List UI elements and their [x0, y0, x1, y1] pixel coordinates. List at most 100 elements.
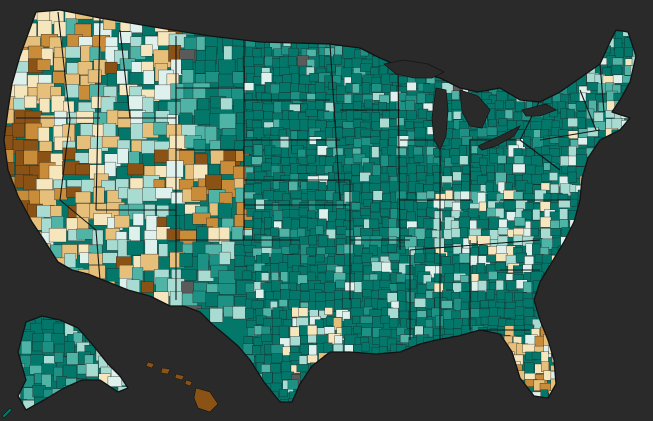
county-cell — [4, 33, 14, 45]
county-cell — [597, 255, 609, 266]
county-cell — [577, 290, 586, 301]
county-cell — [558, 391, 570, 402]
county-cell — [596, 265, 605, 275]
county-cell — [478, 245, 488, 255]
county-cell — [416, 345, 425, 357]
county-cell — [523, 81, 531, 94]
county-cell — [99, 316, 112, 324]
county-cell — [4, 46, 17, 62]
county-cell — [515, 46, 525, 59]
county-cell — [558, 199, 571, 208]
county-cell — [507, 41, 519, 50]
county-cell — [377, 28, 387, 42]
county-cell — [612, 397, 621, 402]
county-cell — [308, 388, 322, 398]
county-cell — [127, 188, 143, 206]
county-cell — [235, 10, 249, 21]
county-cell — [36, 292, 55, 311]
county-cell — [353, 326, 362, 335]
county-cell — [99, 409, 112, 410]
county-cell — [254, 407, 264, 418]
county-cell — [360, 315, 373, 324]
county-cell — [369, 218, 380, 229]
county-cell — [370, 202, 380, 213]
county-cell — [486, 398, 498, 402]
county-cell — [620, 289, 633, 300]
county-cell — [588, 174, 602, 187]
county-cell — [576, 307, 587, 318]
county-cell — [479, 157, 488, 167]
county-cell — [191, 186, 207, 201]
county-cell — [630, 256, 636, 269]
county-cell — [615, 200, 625, 210]
county-cell — [496, 65, 506, 78]
county-cell — [323, 355, 334, 366]
county-cell — [423, 39, 433, 49]
county-cell — [405, 31, 416, 45]
county-cell — [77, 293, 96, 309]
county-cell — [120, 342, 128, 353]
county-cell — [353, 217, 366, 226]
county-cell — [23, 174, 38, 191]
county-cell — [514, 57, 526, 70]
county-cell — [566, 235, 576, 245]
county-cell — [289, 29, 298, 40]
county-cell — [569, 66, 578, 79]
county-cell — [623, 147, 636, 161]
county-cell — [606, 361, 617, 371]
county-cell — [396, 400, 410, 402]
county-cell — [588, 410, 600, 419]
county-cell — [86, 319, 98, 333]
county-cell — [127, 163, 144, 176]
county-cell — [517, 41, 528, 54]
county-cell — [52, 400, 63, 410]
county-cell — [606, 410, 616, 418]
county-cell — [298, 389, 310, 402]
county-cell — [614, 364, 625, 375]
county-cell — [197, 10, 217, 17]
county-cell — [417, 397, 425, 402]
county-cell — [425, 353, 434, 363]
county-cell — [534, 409, 542, 418]
county-cell — [23, 150, 39, 165]
county-cell — [522, 391, 531, 400]
county-cell — [631, 74, 636, 87]
county-cell — [631, 318, 636, 328]
county-cell — [479, 372, 493, 383]
county-cell — [270, 227, 279, 237]
county-cell — [433, 335, 443, 348]
county-cell — [361, 327, 372, 337]
county-cell — [632, 290, 636, 299]
county-cell — [18, 320, 22, 334]
county-cell — [157, 309, 170, 328]
county-cell — [632, 273, 636, 285]
county-cell — [504, 109, 513, 119]
county-cell — [413, 29, 423, 40]
county-cell — [505, 28, 518, 40]
county-cell — [388, 252, 401, 261]
county-cell — [18, 355, 21, 369]
county-cell — [371, 83, 382, 93]
county-cell — [433, 273, 442, 282]
county-cell — [593, 198, 606, 210]
county-cell — [369, 380, 381, 392]
county-cell — [630, 184, 636, 195]
county-cell — [612, 309, 624, 321]
county-cell — [22, 409, 38, 410]
county-cell — [550, 66, 561, 77]
county-cell — [131, 410, 143, 421]
county-cell — [119, 264, 134, 280]
county-cell — [453, 298, 462, 311]
county-cell — [416, 202, 428, 210]
county-cell — [614, 216, 628, 228]
county-cell — [432, 56, 444, 69]
county-cell — [317, 234, 329, 247]
county-cell — [273, 101, 283, 115]
county-cell — [333, 353, 344, 365]
county-cell — [379, 346, 388, 357]
county-cell — [209, 10, 223, 23]
county-cell — [570, 281, 579, 290]
county-cell — [462, 406, 472, 415]
county-cell — [75, 10, 93, 20]
lake-superior — [383, 59, 445, 79]
